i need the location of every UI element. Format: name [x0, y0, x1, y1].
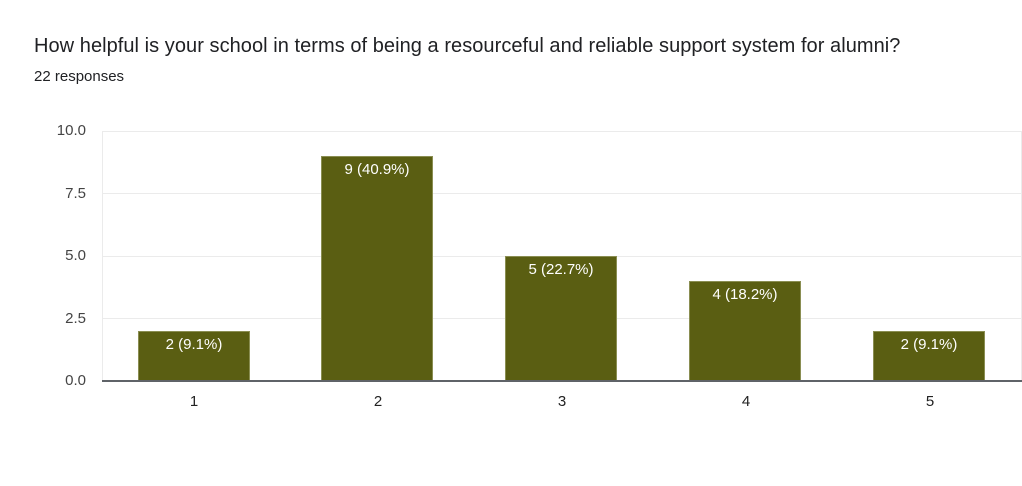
bar-2[interactable]: 9 (40.9%)	[321, 156, 433, 381]
y-tick-label: 7.5	[65, 185, 86, 202]
bar-data-label: 5 (22.7%)	[528, 261, 594, 278]
x-tick-label: 3	[557, 393, 567, 410]
y-tick-label: 5.0	[65, 247, 86, 264]
gridline	[102, 131, 1022, 132]
response-count: 22 responses	[34, 68, 125, 85]
bar-data-label: 2 (9.1%)	[165, 336, 223, 353]
bar-data-label: 2 (9.1%)	[900, 336, 958, 353]
gridline	[102, 193, 1022, 194]
bar-data-label: 9 (40.9%)	[344, 161, 410, 178]
x-axis-line	[102, 380, 1022, 382]
x-tick-label: 2	[373, 393, 383, 410]
bar-1[interactable]: 2 (9.1%)	[138, 331, 250, 381]
bar-data-label: 4 (18.2%)	[712, 286, 778, 303]
plot-area: 2 (9.1%) 9 (40.9%) 5 (22.7%) 4 (18.2%) 2…	[102, 131, 1022, 382]
x-tick-label: 4	[741, 393, 751, 410]
y-tick-label: 10.0	[56, 122, 86, 139]
plot-border-left	[102, 131, 103, 381]
y-tick-label: 0.0	[65, 372, 86, 389]
bar-5[interactable]: 2 (9.1%)	[873, 331, 985, 381]
x-tick-label: 1	[189, 393, 199, 410]
chart-title: How helpful is your school in terms of b…	[34, 35, 901, 57]
bar-3[interactable]: 5 (22.7%)	[505, 256, 617, 381]
x-tick-label: 5	[925, 393, 935, 410]
bar-4[interactable]: 4 (18.2%)	[689, 281, 801, 381]
y-tick-label: 2.5	[65, 310, 86, 327]
